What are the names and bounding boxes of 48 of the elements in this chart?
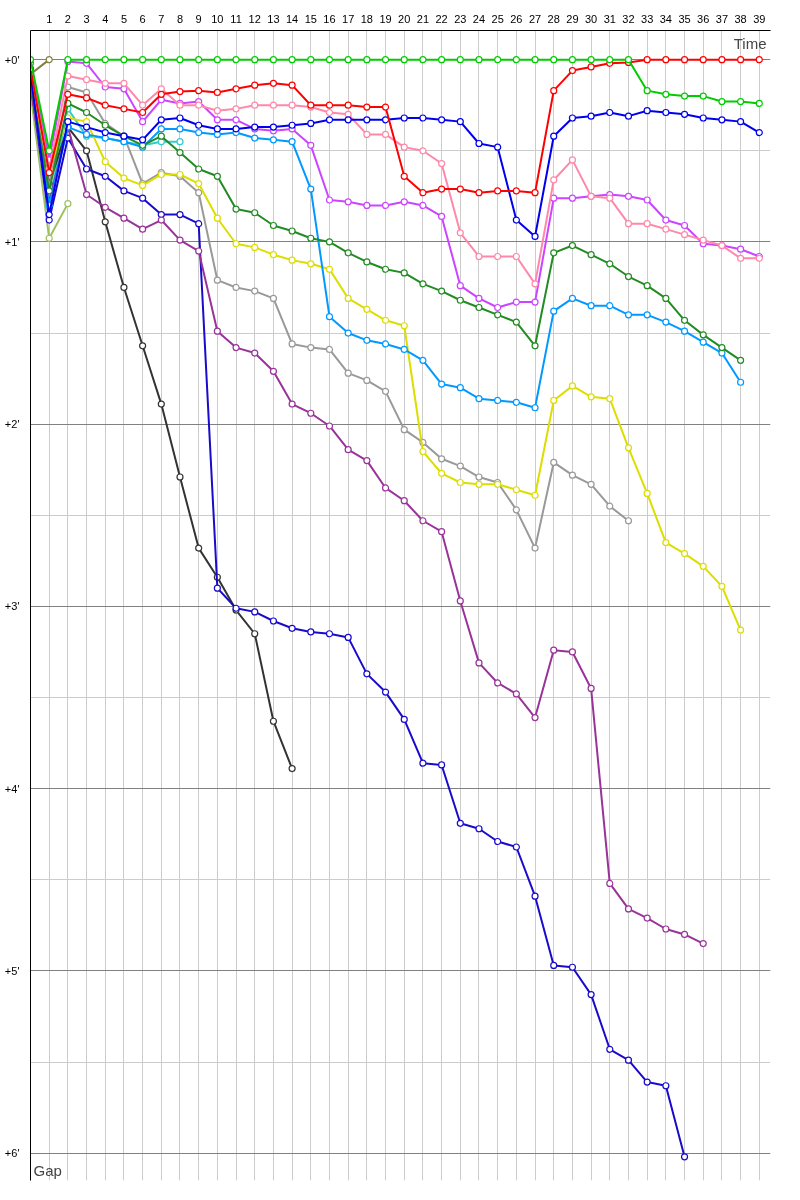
y-tick-label: +5': [4, 964, 20, 977]
x-tick-label: 32: [622, 12, 635, 25]
y-tick-label: +1': [4, 235, 20, 248]
x-tick-label: 30: [584, 12, 598, 25]
x-tick-label: 9: [195, 12, 202, 25]
x-tick-label: 39: [753, 12, 766, 25]
x-tick-label: 1: [46, 12, 53, 25]
x-axis-title: Time: [733, 34, 767, 52]
x-tick-label: 33: [641, 12, 654, 25]
y-tick-label: +2': [4, 418, 20, 431]
y-tick-label: +3': [4, 600, 20, 613]
x-tick-label: 12: [248, 12, 261, 25]
x-tick-label: 11: [230, 12, 242, 25]
x-tick-label: 29: [566, 12, 579, 25]
x-tick-label: 35: [678, 12, 691, 25]
x-tick-label: 16: [323, 12, 336, 25]
x-tick-label: 36: [697, 12, 710, 25]
y-tick-label: +4': [4, 782, 20, 795]
x-tick-label: 3: [83, 12, 90, 25]
x-tick-label: 26: [510, 12, 523, 25]
x-tick-label: 34: [659, 12, 672, 25]
x-tick-label: 6: [139, 12, 146, 25]
x-tick-label: 17: [342, 12, 355, 25]
x-tick-label: 7: [158, 12, 165, 25]
x-tick-label: 22: [435, 12, 448, 25]
y-tick-label: +0': [4, 53, 20, 66]
x-tick-label: 28: [547, 12, 560, 25]
y-axis-title: Gap: [33, 1161, 62, 1179]
x-tick-label: 19: [379, 12, 392, 25]
x-tick-label: 21: [416, 12, 430, 25]
x-tick-label: 24: [472, 12, 486, 25]
x-tick-label: 25: [491, 12, 504, 25]
x-tick-label: 4: [102, 12, 109, 25]
x-tick-label: 5: [120, 12, 127, 25]
x-tick-label: 37: [715, 12, 729, 25]
y-tick-label: +6': [4, 1147, 20, 1160]
x-tick-label: 18: [360, 12, 373, 25]
x-tick-label: 31: [603, 12, 616, 25]
x-tick-label: 20: [398, 12, 411, 25]
x-tick-label: 27: [528, 12, 542, 25]
x-tick-label: 10: [211, 12, 224, 25]
x-tick-label: 13: [267, 12, 280, 25]
x-tick-label: 8: [176, 12, 184, 25]
x-tick-label: 15: [304, 12, 317, 25]
x-tick-label: 14: [286, 12, 299, 25]
x-tick-label: 23: [454, 12, 467, 25]
x-tick-label: 2: [64, 12, 71, 25]
x-tick-label: 38: [734, 12, 747, 25]
